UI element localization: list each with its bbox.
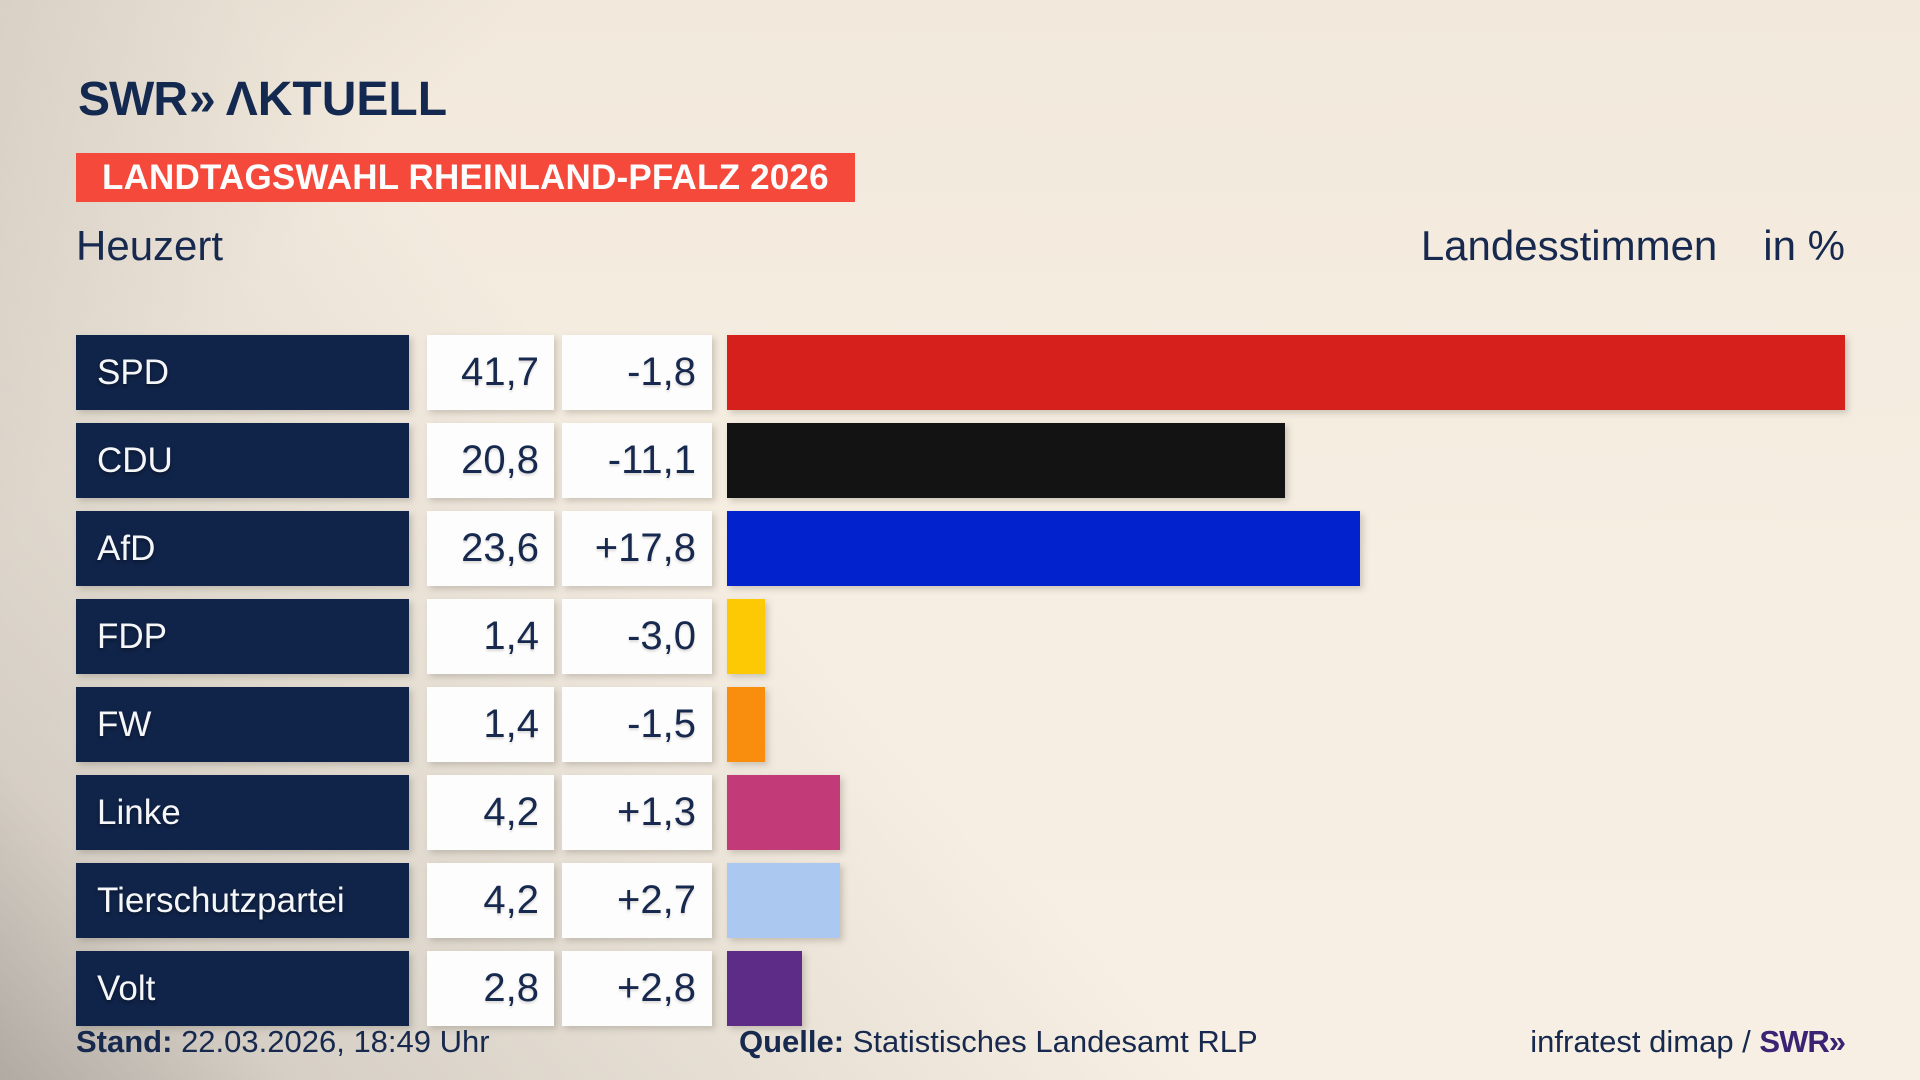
bar-track xyxy=(727,423,1845,498)
vote-type-title: Landesstimmen in % xyxy=(1421,222,1845,270)
party-row: FW 1,4 -1,5 xyxy=(76,687,1845,762)
party-change: -3,0 xyxy=(562,599,712,674)
unit-label: in % xyxy=(1763,222,1845,269)
party-row: FDP 1,4 -3,0 xyxy=(76,599,1845,674)
bar-track xyxy=(727,335,1845,410)
party-bar xyxy=(727,775,840,850)
party-label: FW xyxy=(76,687,409,762)
party-label: SPD xyxy=(76,335,409,410)
party-value: 1,4 xyxy=(427,687,554,762)
party-change: -11,1 xyxy=(562,423,712,498)
party-label: Volt xyxy=(76,951,409,1026)
bar-track xyxy=(727,511,1845,586)
party-change: +1,3 xyxy=(562,775,712,850)
bar-track xyxy=(727,775,1845,850)
party-change: +2,8 xyxy=(562,951,712,1026)
party-label: AfD xyxy=(76,511,409,586)
party-bar xyxy=(727,511,1360,586)
party-change: +17,8 xyxy=(562,511,712,586)
party-row: Volt 2,8 +2,8 xyxy=(76,951,1845,1026)
party-value: 4,2 xyxy=(427,863,554,938)
party-value: 1,4 xyxy=(427,599,554,674)
party-value: 41,7 xyxy=(427,335,554,410)
party-bar xyxy=(727,335,1845,410)
party-bar xyxy=(727,687,765,762)
timestamp: Stand: 22.03.2026, 18:49 Uhr xyxy=(76,1024,490,1060)
swr-logo-text: SWR xyxy=(78,73,188,126)
bar-chart: SPD 41,7 -1,8 CDU 20,8 -11,1 AfD 23,6 +1… xyxy=(76,335,1845,1039)
party-label: Linke xyxy=(76,775,409,850)
bar-track xyxy=(727,951,1845,1026)
party-row: AfD 23,6 +17,8 xyxy=(76,511,1845,586)
chart-title-row: Heuzert Landesstimmen in % xyxy=(76,222,1845,272)
swr-chevrons-icon: » xyxy=(188,73,216,126)
vote-type-label: Landesstimmen xyxy=(1420,222,1718,269)
party-row: CDU 20,8 -11,1 xyxy=(76,423,1845,498)
timestamp-label: Stand: xyxy=(76,1024,173,1059)
party-label: FDP xyxy=(76,599,409,674)
credit-text: infratest dimap / xyxy=(1530,1024,1751,1059)
party-bar xyxy=(727,863,840,938)
party-label: Tierschutzpartei xyxy=(76,863,409,938)
party-value: 2,8 xyxy=(427,951,554,1026)
source: Quelle: Statistisches Landesamt RLP xyxy=(739,1024,1258,1060)
party-change: -1,8 xyxy=(562,335,712,410)
bar-track xyxy=(727,687,1845,762)
source-label: Quelle: xyxy=(739,1024,845,1059)
party-value: 20,8 xyxy=(427,423,554,498)
party-bar xyxy=(727,599,765,674)
party-change: +2,7 xyxy=(562,863,712,938)
bar-track xyxy=(727,863,1845,938)
election-banner: LANDTAGSWAHL RHEINLAND-PFALZ 2026 xyxy=(76,153,855,202)
party-row: Tierschutzpartei 4,2 +2,7 xyxy=(76,863,1845,938)
party-change: -1,5 xyxy=(562,687,712,762)
party-row: Linke 4,2 +1,3 xyxy=(76,775,1845,850)
footer: Stand: 22.03.2026, 18:49 Uhr Quelle: Sta… xyxy=(76,1024,1846,1066)
credit: infratest dimap / SWR» xyxy=(1530,1024,1846,1060)
party-value: 4,2 xyxy=(427,775,554,850)
party-bar xyxy=(727,951,803,1026)
aktuell-logo-text: ΛKTUELL xyxy=(225,73,448,126)
source-value: Statistisches Landesamt RLP xyxy=(852,1024,1258,1059)
party-row: SPD 41,7 -1,8 xyxy=(76,335,1845,410)
timestamp-value: 22.03.2026, 18:49 Uhr xyxy=(181,1024,490,1059)
municipality-title: Heuzert xyxy=(76,222,224,269)
party-bar xyxy=(727,423,1285,498)
bar-track xyxy=(727,599,1845,674)
swr-footer-logo: SWR» xyxy=(1759,1024,1846,1059)
party-label: CDU xyxy=(76,423,409,498)
party-value: 23,6 xyxy=(427,511,554,586)
swr-aktuell-logo: SWR» ΛKTUELL xyxy=(78,72,447,127)
